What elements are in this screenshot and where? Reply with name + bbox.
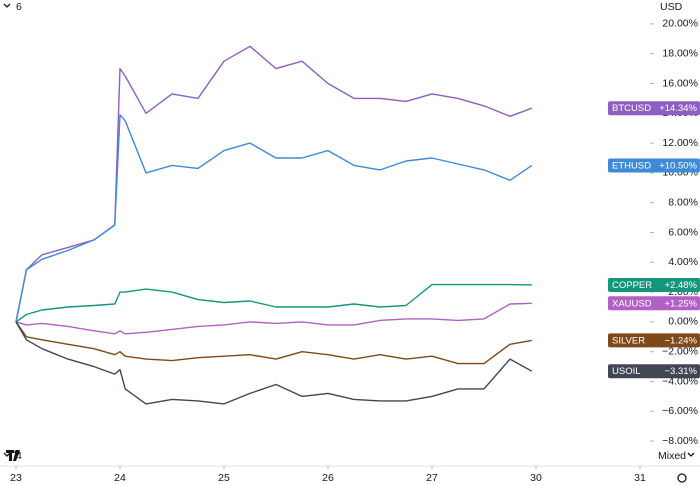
y-tick-label: 18.00% <box>662 47 698 59</box>
price-label-box <box>608 296 700 311</box>
price-label: XAUUSD +1.25% <box>608 296 700 311</box>
settings-icon[interactable] <box>677 473 687 483</box>
expand-icon[interactable] <box>3 452 11 457</box>
scale-mode[interactable]: Mixed <box>658 450 686 462</box>
value-label: +1.25% <box>665 298 698 309</box>
x-tick-label: 25 <box>218 472 230 484</box>
y-tick-label: 12.00% <box>662 137 698 149</box>
series-line <box>15 321 533 405</box>
price-label: COPPER +2.48% <box>608 277 700 292</box>
y-tick-label: −8.00% <box>662 435 698 447</box>
x-tick-label: 27 <box>426 472 438 484</box>
pane-count: 6 <box>16 1 22 13</box>
y-tick-label: 8.00% <box>668 196 698 208</box>
series-line <box>15 114 533 323</box>
price-label: ETHUSD +10.50% <box>608 158 700 173</box>
series-line <box>15 45 533 323</box>
y-tick-label: −6.00% <box>662 405 698 417</box>
value-label: +10.50% <box>659 160 697 171</box>
price-label: SILVER −1.24% <box>608 333 700 348</box>
legend-entry: XAUUSD <box>612 298 652 309</box>
legend-entry: BTCUSD <box>612 103 651 114</box>
legend-entry: USOIL <box>612 366 641 377</box>
y-tick-label: −4.00% <box>662 375 698 387</box>
pane-count: 4 <box>16 450 22 462</box>
x-tick-label: 31 <box>634 472 646 484</box>
price-label-box <box>608 277 700 292</box>
series-line <box>15 321 532 365</box>
x-tick-label: 26 <box>322 472 334 484</box>
price-label: BTCUSD +14.34% <box>608 101 700 116</box>
y-tick-label: 20.00% <box>662 18 698 30</box>
legend-entry: ETHUSD <box>612 160 651 171</box>
y-tick-label: 0.00% <box>668 316 698 328</box>
series-line <box>15 283 532 323</box>
value-label: −3.31% <box>665 366 698 377</box>
price-label-box <box>608 101 700 116</box>
y-tick-label: 16.00% <box>662 77 698 89</box>
price-label-box <box>608 364 700 379</box>
tv-logo <box>6 450 20 461</box>
x-tick-label: 30 <box>530 472 542 484</box>
collapse-icon[interactable] <box>3 3 11 8</box>
value-label: −1.24% <box>665 335 698 346</box>
x-tick-label: 23 <box>10 472 22 484</box>
price-label: USOIL −3.31% <box>608 364 700 379</box>
y-tick-label: 6.00% <box>668 226 698 238</box>
y-tick-label: −2.00% <box>662 345 698 357</box>
x-tick-label: 24 <box>114 472 126 484</box>
price-label-box <box>608 158 700 173</box>
price-label-box <box>608 333 700 348</box>
currency[interactable]: USD <box>660 1 683 13</box>
series-line <box>15 302 532 335</box>
scale-menu-icon[interactable] <box>687 452 695 457</box>
value-label: +14.34% <box>659 103 697 114</box>
value-label: +2.48% <box>665 280 698 291</box>
legend-entry: SILVER <box>612 335 645 346</box>
legend-entry: COPPER <box>612 280 652 291</box>
y-tick-label: 4.00% <box>668 256 698 268</box>
